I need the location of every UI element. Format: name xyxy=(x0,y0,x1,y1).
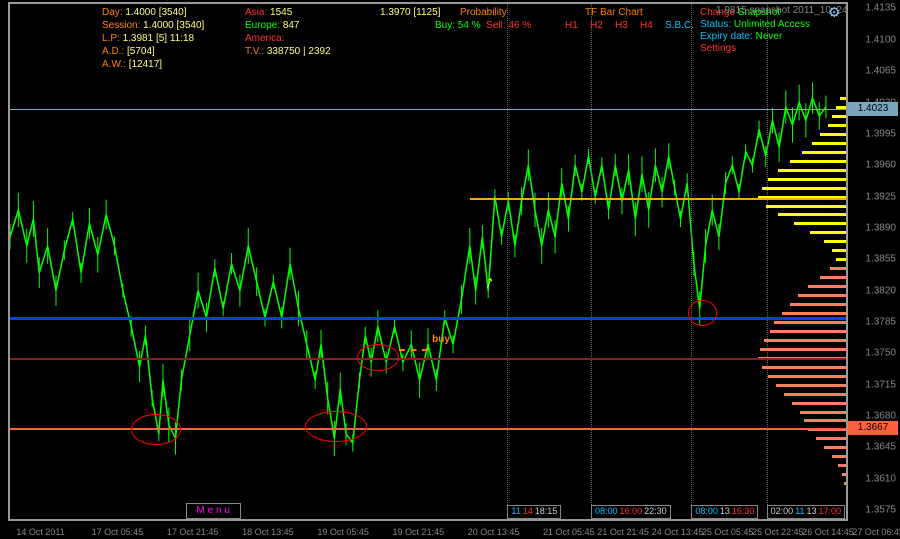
tf-item[interactable]: S.B.C. xyxy=(665,20,694,31)
time-marker-box: 02:00111317:00 xyxy=(767,505,845,519)
x-tick: 18 Oct 13:45 xyxy=(242,527,294,537)
time-marker-box: 08:0016:0022:30 xyxy=(591,505,671,519)
x-tick: 26 Oct 14:45 xyxy=(802,527,854,537)
y-tick: 1.3610 xyxy=(865,473,896,484)
tf-title: TF Bar Chart xyxy=(585,7,643,18)
session-divider xyxy=(507,4,508,505)
x-tick: 20 Oct 13:45 xyxy=(468,527,520,537)
header-right: Expiry date: Never xyxy=(700,31,782,42)
x-tick: 17 Oct 21:45 xyxy=(167,527,219,537)
tf-item[interactable]: H3 xyxy=(615,20,628,31)
y-tick: 1.3890 xyxy=(865,222,896,233)
header-region: Asia: 1545 xyxy=(245,7,292,18)
annotation-ellipse xyxy=(357,344,399,371)
y-tick: 1.3715 xyxy=(865,379,896,390)
volume-profile xyxy=(746,4,846,519)
x-tick: 25 Oct 22:45 xyxy=(752,527,804,537)
x-tick: 19 Oct 05:45 xyxy=(317,527,369,537)
level-line xyxy=(470,198,846,200)
y-tick: 1.3855 xyxy=(865,254,896,265)
tf-item[interactable]: H2 xyxy=(590,20,603,31)
level-line xyxy=(10,317,846,320)
tf-item[interactable]: H1 xyxy=(565,20,578,31)
annotation-ellipse xyxy=(131,414,181,445)
x-tick: 25 Oct 05:45 xyxy=(702,527,754,537)
session-divider xyxy=(591,4,592,505)
header-left: A.W.: [12417] xyxy=(102,59,162,70)
x-tick: 17 Oct 05:45 xyxy=(92,527,144,537)
y-tick: 1.3925 xyxy=(865,191,896,202)
x-tick: 27 Oct 06:45 xyxy=(852,527,900,537)
price-axis: 1.41351.41001.40651.40301.39951.39601.39… xyxy=(848,2,900,521)
y-tick: 1.3820 xyxy=(865,285,896,296)
price-flag: 1.4023 xyxy=(848,102,898,116)
x-tick: 19 Oct 21:45 xyxy=(393,527,445,537)
y-tick: 1.4065 xyxy=(865,66,896,77)
y-tick: 1.3750 xyxy=(865,348,896,359)
header-left: Day: 1.4000 [3540] xyxy=(102,7,187,18)
annotation-ellipse xyxy=(688,300,717,327)
time-marker-box: 08:001316:30 xyxy=(691,505,758,519)
x-tick: 14 Oct 2011 xyxy=(16,527,64,537)
header-region: America: xyxy=(245,33,284,44)
header-mid: 1.3970 [1125] xyxy=(380,7,440,18)
session-divider xyxy=(691,4,692,505)
menu-button[interactable]: M e n u xyxy=(186,503,241,519)
prob-values: Buy: 54 % Sell: 46 % xyxy=(435,20,531,31)
gear-icon[interactable]: ⚙ xyxy=(828,4,841,21)
y-tick: 1.3645 xyxy=(865,442,896,453)
tf-item[interactable]: H4 xyxy=(640,20,653,31)
price-series xyxy=(10,4,846,519)
x-tick: 21 Oct 21:45 xyxy=(597,527,649,537)
y-tick: 1.3995 xyxy=(865,128,896,139)
y-tick: 1.3575 xyxy=(865,505,896,516)
time-marker-box: 111418:15 xyxy=(507,505,561,519)
header-right: Status: Unlimited Access xyxy=(700,19,810,30)
x-tick: 24 Oct 13:45 xyxy=(652,527,704,537)
chart-area[interactable]: 1.40231.3667buy↑Day: 1.4000 [3540]Sessio… xyxy=(8,2,848,521)
header-region: Europe: 847 xyxy=(245,20,300,31)
prob-title: Probability xyxy=(460,7,507,18)
header-left: L.P: 1.3981 [5] 11:18 xyxy=(102,33,194,44)
y-tick: 1.4135 xyxy=(865,3,896,14)
header-region: T.V.: 338750 | 2392 xyxy=(245,46,331,57)
level-line xyxy=(10,358,846,360)
buy-annotation: buy xyxy=(432,334,450,345)
y-tick: 1.4100 xyxy=(865,34,896,45)
y-tick: 1.3785 xyxy=(865,316,896,327)
y-tick: 1.3960 xyxy=(865,160,896,171)
price-flag: 1.3667 xyxy=(848,421,898,435)
header-right: Settings xyxy=(700,43,736,54)
x-tick: 21 Oct 05:45 xyxy=(543,527,595,537)
header-left: Session: 1.4000 [3540] xyxy=(102,20,204,31)
level-line xyxy=(399,349,428,351)
time-axis: 14 Oct 2011 17 Oct 05:45 17 Oct 21:45 18 Oc… xyxy=(8,521,848,539)
level-line xyxy=(10,109,846,110)
header-left: A.D.: [5704] xyxy=(102,46,155,57)
